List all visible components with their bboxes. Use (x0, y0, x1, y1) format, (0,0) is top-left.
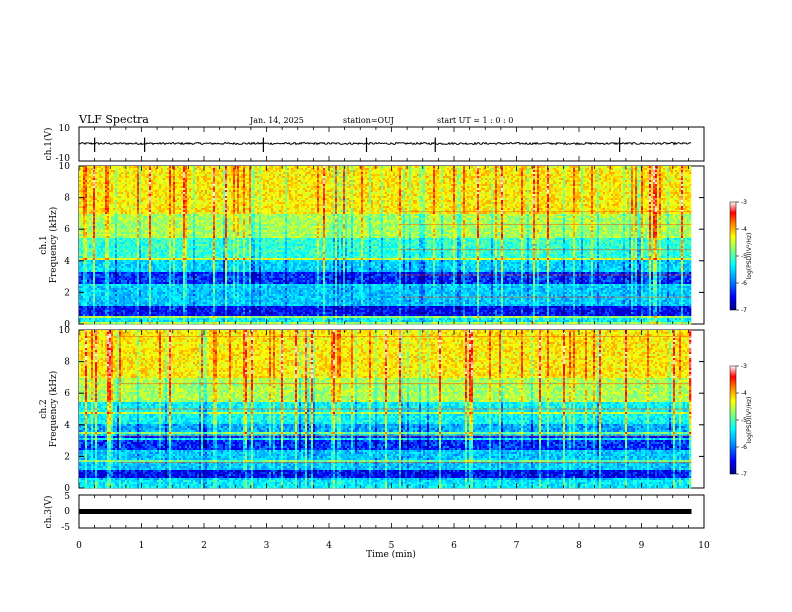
ch1-waveform-frame (79, 127, 704, 161)
vlf-spectra-figure: VLF Spectra Jan. 14, 2025 station=OUJ st… (0, 0, 792, 612)
yt3-label-1: 2 (64, 452, 70, 462)
x-tick-label-1: 1 (139, 541, 145, 551)
start-time-label: start UT = 1 : 0 : 0 (437, 116, 513, 125)
cb2ticks-label-3: -6 (741, 444, 747, 451)
ch2-colorbar-label: log(PSD)(V²/Hz) (746, 397, 753, 444)
yt2-label-5: 10 (59, 162, 71, 172)
cb2ticks-label-1: -4 (741, 390, 747, 397)
ch1-ytick-top: 10 (59, 124, 71, 134)
ch1-ylabel: ch.1(V) (43, 128, 54, 161)
ch2-spectrogram-ylabel-line2: Frequency (kHz) (48, 371, 59, 448)
cb1ticks-label-1: -4 (741, 226, 747, 233)
cb1ticks-label-0: -3 (741, 199, 747, 206)
x-tick-label-2: 2 (201, 541, 207, 551)
ch1-colorbar-label: log(PSD)(V²/Hz) (746, 233, 753, 280)
cb1ticks-label-3: -6 (741, 280, 747, 287)
yt2-label-2: 4 (64, 257, 70, 267)
ch1-waveform-panel: 10 -10 ch.1(V) (43, 124, 704, 164)
cb1ticks-label-4: -7 (741, 307, 747, 314)
x-tick-label-3: 3 (264, 541, 270, 551)
x-axis-label: Time (min) (366, 549, 416, 560)
cb2ticks-label-4: -7 (741, 471, 747, 478)
yt2-label-1: 2 (64, 288, 70, 298)
ch3-ylabel: ch.3(V) (43, 496, 54, 529)
x-tick-label-6: 6 (451, 541, 457, 551)
date-label: Jan. 14, 2025 (249, 116, 304, 125)
x-tick-label-7: 7 (514, 541, 520, 551)
ch1-spectrogram-ylabel-line2: Frequency (kHz) (48, 207, 59, 284)
x-tick-label-9: 9 (639, 541, 645, 551)
station-label: station=OUJ (343, 116, 394, 125)
cb2ticks-label-0: -3 (741, 363, 747, 370)
ch2-colorbar (730, 366, 736, 474)
ch2-spectrogram-image (79, 330, 692, 488)
x-tick-label-8: 8 (576, 541, 582, 551)
figure-title: VLF Spectra (78, 113, 149, 126)
ch1-spectrogram-image (79, 166, 692, 324)
x-tick-label-0: 0 (76, 541, 82, 551)
ch3-ytick-top: 5 (64, 492, 70, 502)
yt3-label-2: 4 (64, 421, 70, 431)
x-tick-label-10: 10 (698, 541, 710, 551)
yt3-label-3: 6 (64, 389, 70, 399)
ch3-ytick-middle: 0 (64, 507, 70, 517)
yt2-label-4: 8 (64, 194, 70, 204)
yt3-label-4: 8 (64, 358, 70, 368)
ch1-spectrogram-ylabel-line1: ch.1 (39, 235, 49, 254)
ch3-waveform-panel: 5 0 -5 ch.3(V) (43, 492, 704, 533)
ch3-waveform-line (79, 509, 692, 514)
yt2-label-3: 6 (64, 225, 70, 235)
ch3-ytick-bottom: -5 (61, 523, 70, 533)
ch1-colorbar (730, 202, 736, 310)
yt3-label-5: 10 (59, 326, 71, 336)
ch2-spectrogram-ylabel-line1: ch.2 (39, 399, 49, 418)
x-tick-label-4: 4 (326, 541, 332, 551)
